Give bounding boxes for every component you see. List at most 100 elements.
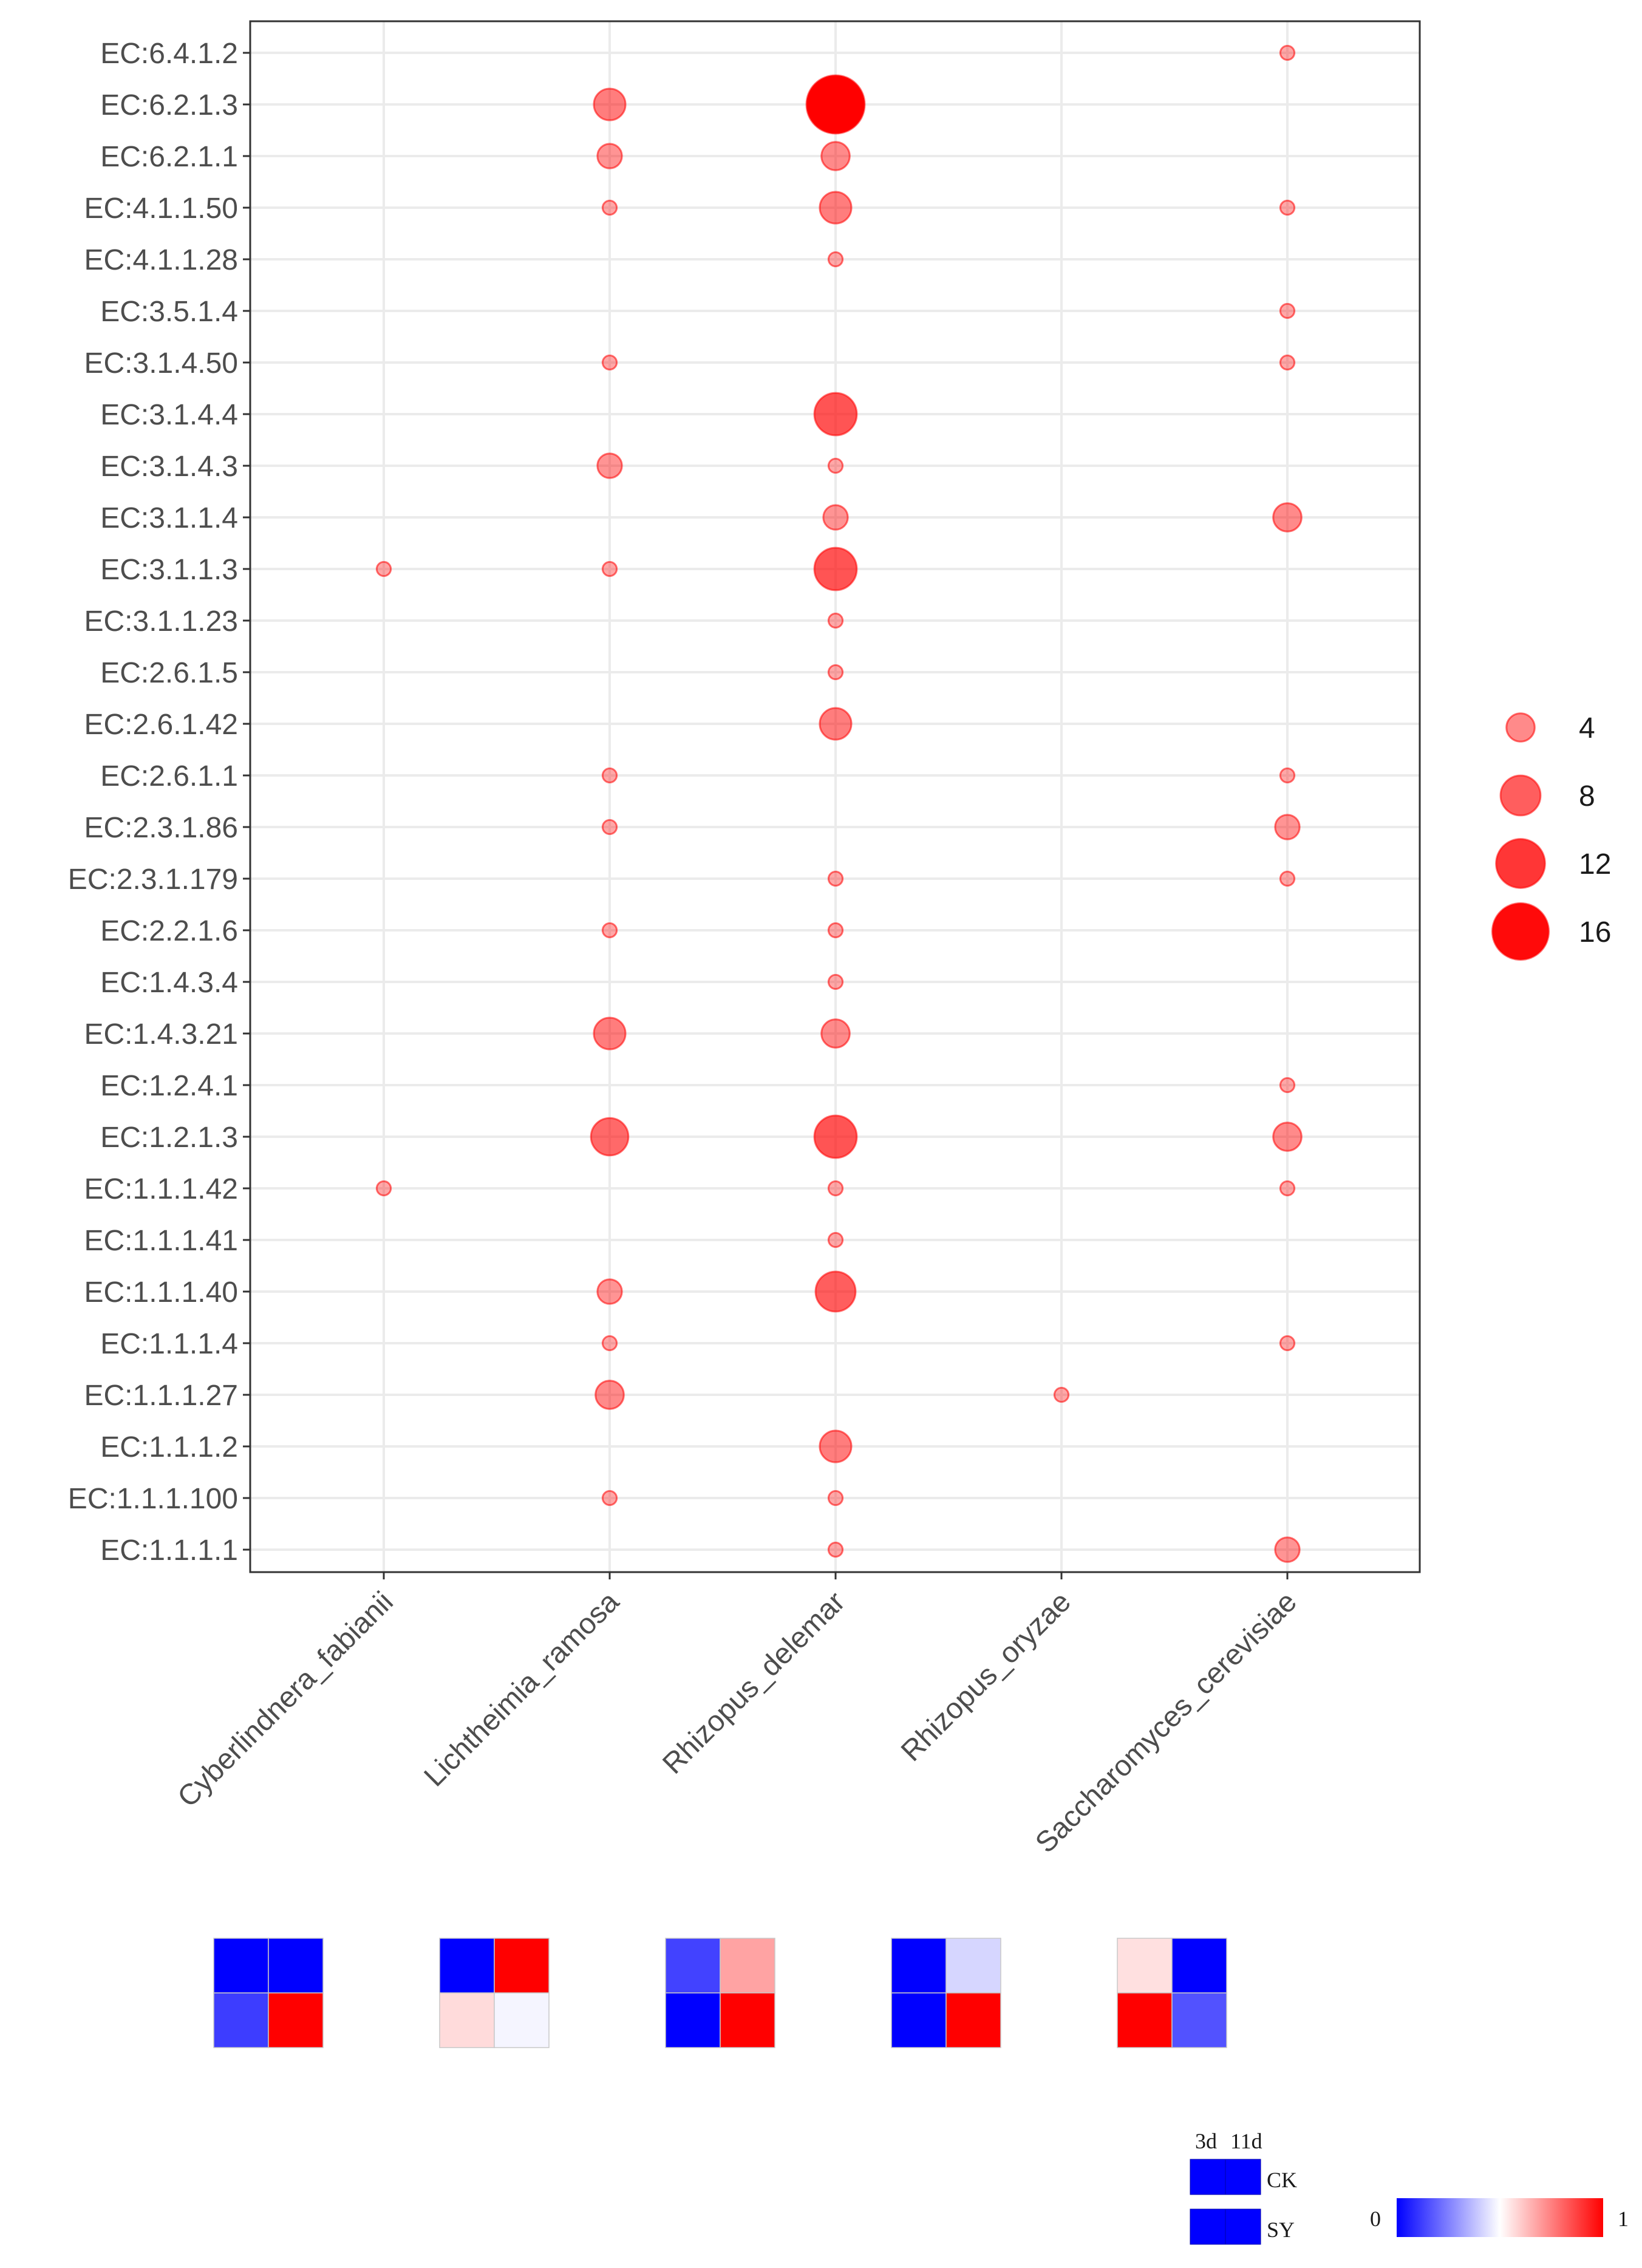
bubble <box>601 199 618 216</box>
y-tick-label: EC:3.1.1.4 <box>100 502 238 534</box>
bubble <box>1279 870 1296 887</box>
bubble <box>813 392 858 437</box>
bubble <box>827 1490 844 1507</box>
bubble <box>827 251 844 268</box>
y-tick-label: EC:4.1.1.28 <box>84 244 239 276</box>
bubble <box>1279 767 1296 784</box>
bubble <box>601 354 618 371</box>
key-cell <box>1190 2208 1226 2245</box>
y-tick-label: EC:1.1.1.4 <box>100 1328 238 1360</box>
bubble <box>827 1180 844 1197</box>
bubble <box>813 1114 858 1159</box>
bubble <box>827 1541 844 1558</box>
bubble <box>1274 814 1301 840</box>
bubble <box>822 504 849 531</box>
key-cell <box>1225 2208 1261 2245</box>
gridlines <box>250 21 1420 1572</box>
bubble <box>1279 1335 1296 1352</box>
bubble <box>1274 1536 1301 1563</box>
bubble <box>1279 354 1296 371</box>
heatmap-cell <box>945 1992 1001 2048</box>
y-tick-label: EC:6.2.1.3 <box>100 89 238 121</box>
bubble <box>819 1429 853 1463</box>
y-tick-label: EC:1.4.3.21 <box>84 1018 239 1051</box>
heatmap-Saccharomyces_cerevisiae <box>1117 1938 1227 2048</box>
bubble <box>601 1335 618 1352</box>
bubble <box>590 1117 630 1157</box>
y-tick-label: EC:1.1.1.42 <box>84 1173 239 1205</box>
legend-bubble <box>1495 838 1546 889</box>
legend-label: 4 <box>1579 712 1595 744</box>
heatmap-Cyberlindnera_fabianii <box>213 1938 324 2048</box>
bubble <box>827 1231 844 1248</box>
key-cell <box>1225 2159 1261 2195</box>
y-tick-label: EC:6.2.1.1 <box>100 141 238 173</box>
y-tick-label: EC:2.2.1.6 <box>100 915 238 947</box>
y-tick-label: EC:2.6.1.1 <box>100 760 238 792</box>
bubble <box>827 457 844 474</box>
y-tick-label: EC:1.2.4.1 <box>100 1070 238 1102</box>
y-tick-label: EC:4.1.1.50 <box>84 192 239 225</box>
legend-label: 8 <box>1579 780 1595 812</box>
bubble <box>1053 1386 1070 1403</box>
bubble <box>827 664 844 681</box>
key-row-label: SY <box>1267 2218 1295 2242</box>
heatmap-cell <box>665 1992 721 2048</box>
legend-label: 12 <box>1579 848 1611 880</box>
legend-label: 16 <box>1579 916 1611 948</box>
heatmap-cell <box>268 1938 324 1994</box>
y-tick-label: EC:3.1.4.4 <box>100 399 238 431</box>
y-tick-label: EC:6.4.1.2 <box>100 38 238 70</box>
size-legend: 4 8 12 16 <box>1491 712 1611 961</box>
bubble <box>601 819 618 836</box>
heatmap-cell <box>439 1938 495 1994</box>
heatmap-cell <box>1117 1992 1173 2048</box>
bubble <box>1279 1180 1296 1197</box>
y-axis: EC:6.4.1.2 EC:6.2.1.3 EC:6.2.1.1 EC:4.1.1.5… <box>68 38 250 1567</box>
heatmap-cell <box>1171 1938 1227 1994</box>
heatmap-cell <box>494 1992 550 2048</box>
bubble <box>819 707 853 741</box>
bubble <box>1272 1122 1303 1152</box>
bubble <box>1279 44 1296 61</box>
color-scale-max-label: 1 <box>1618 2207 1629 2231</box>
legend-bubble <box>1491 902 1550 961</box>
y-tick-label: EC:3.1.4.50 <box>84 347 239 380</box>
y-tick-label: EC:1.2.1.3 <box>100 1122 238 1154</box>
heatmap-row <box>213 1938 1227 2048</box>
y-tick-label: EC:1.1.1.27 <box>84 1380 239 1412</box>
y-tick-label: EC:2.3.1.179 <box>68 863 238 896</box>
bubble <box>375 560 392 577</box>
y-tick-label: EC:1.4.3.4 <box>100 967 238 999</box>
heatmap-Rhizopus_oryzae <box>891 1938 1001 2048</box>
heatmap-Lichtheimia_ramosa <box>439 1938 550 2048</box>
bubble <box>1279 199 1296 216</box>
heatmap-cell <box>268 1992 324 2048</box>
y-tick-label: EC:2.6.1.5 <box>100 657 238 689</box>
heatmap-cell <box>1117 1938 1173 1994</box>
bubble <box>596 452 623 479</box>
y-tick-label: EC:1.1.1.100 <box>68 1483 238 1515</box>
bubble <box>814 1270 857 1313</box>
bubble <box>820 1018 851 1049</box>
bubble <box>1279 1077 1296 1094</box>
heatmap-cell <box>213 1992 269 2048</box>
heatmap-cell <box>720 1938 775 1994</box>
bubble <box>596 143 623 169</box>
bubble <box>594 1380 625 1410</box>
bubble <box>601 922 618 939</box>
bubble <box>827 922 844 939</box>
bubble <box>827 870 844 887</box>
bubble <box>1272 502 1303 533</box>
heatmap-cell <box>945 1938 1001 1994</box>
key-row-label: CK <box>1267 2168 1297 2192</box>
heatmap-cell <box>494 1938 550 1994</box>
legend-bubble <box>1499 774 1542 817</box>
heatmap-cell <box>891 1938 947 1994</box>
y-tick-label: EC:1.1.1.2 <box>100 1431 238 1463</box>
heatmap-cell <box>439 1992 495 2048</box>
bubble <box>827 612 844 629</box>
bubble-layer <box>375 44 1303 1563</box>
